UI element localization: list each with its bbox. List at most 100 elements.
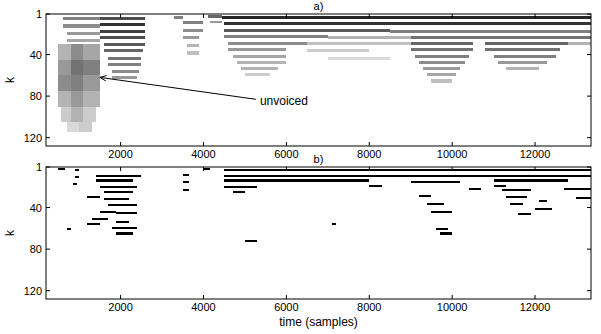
x-tick <box>120 167 121 171</box>
cell <box>75 169 79 171</box>
cell <box>568 42 591 45</box>
cell <box>112 227 137 229</box>
cell <box>58 168 64 170</box>
x-tick <box>286 142 287 146</box>
y-tick <box>46 167 50 168</box>
cell <box>108 57 141 60</box>
y-tick-label: 120 <box>24 285 42 297</box>
x-tick <box>535 142 536 146</box>
cell <box>96 175 142 177</box>
cell <box>307 42 411 45</box>
cell <box>67 39 100 42</box>
panel-title: b) <box>314 153 324 165</box>
x-tick-label: 8000 <box>357 148 381 160</box>
cell <box>245 73 270 76</box>
cell <box>431 211 452 213</box>
cell <box>469 188 481 190</box>
x-tick <box>535 295 536 299</box>
cell <box>224 175 591 177</box>
cell <box>183 29 204 32</box>
cell <box>485 42 568 45</box>
y-tick <box>587 167 591 168</box>
background <box>0 0 601 334</box>
cell <box>92 218 109 220</box>
x-tick-label: 6000 <box>274 148 298 160</box>
x-tick <box>120 295 121 299</box>
cell <box>210 21 222 23</box>
panel-title: a) <box>314 0 324 12</box>
x-tick <box>286 167 287 171</box>
cell <box>87 196 99 198</box>
cell <box>67 228 71 230</box>
cell <box>203 168 209 170</box>
cell <box>419 195 431 197</box>
cell <box>208 15 223 18</box>
cell <box>100 36 146 39</box>
x-tick <box>452 14 453 18</box>
x-tick <box>535 167 536 171</box>
cell <box>419 61 465 64</box>
cell <box>502 189 531 191</box>
cell <box>174 16 182 19</box>
y-tick <box>46 290 50 291</box>
cell <box>108 204 137 206</box>
x-tick-label: 4000 <box>191 148 215 160</box>
cell <box>71 75 83 91</box>
cell <box>411 48 473 51</box>
cell <box>518 213 530 215</box>
cell <box>83 91 100 107</box>
cell <box>183 181 189 183</box>
cell <box>332 223 336 225</box>
y-tick-label: 40 <box>30 49 42 61</box>
cell <box>224 179 369 181</box>
cell <box>411 181 461 183</box>
cell <box>108 63 141 66</box>
y-tick <box>587 14 591 15</box>
cell <box>183 174 189 176</box>
cell <box>411 42 473 45</box>
cell <box>58 75 70 91</box>
frame <box>46 14 591 146</box>
x-tick <box>286 295 287 299</box>
y-tick <box>46 96 50 97</box>
cell <box>233 55 287 58</box>
y-tick <box>587 96 591 97</box>
cell <box>576 197 591 199</box>
cell <box>71 107 83 123</box>
annotation-arrow <box>100 77 256 99</box>
cell <box>183 36 200 39</box>
cell <box>116 221 128 223</box>
x-tick <box>203 167 204 171</box>
cell <box>83 75 100 91</box>
cell <box>71 60 83 76</box>
plot-area <box>46 14 591 146</box>
cells <box>58 168 591 242</box>
cell <box>67 122 79 132</box>
cell <box>485 48 560 51</box>
cell <box>58 91 70 107</box>
x-tick-label: 2000 <box>108 148 132 160</box>
x-tick <box>535 14 536 18</box>
y-tick-label: 80 <box>30 90 42 102</box>
cell <box>494 179 548 181</box>
cell <box>510 203 522 205</box>
cell <box>228 48 286 51</box>
cell <box>112 76 137 79</box>
y-tick <box>46 14 50 15</box>
cell <box>547 179 568 181</box>
cell <box>100 30 146 33</box>
cell <box>75 176 79 178</box>
cell <box>61 107 71 123</box>
x-tick <box>203 14 204 18</box>
y-tick-label: 1 <box>36 8 42 20</box>
cell <box>58 60 70 76</box>
x-tick <box>452 142 453 146</box>
cell <box>67 32 100 35</box>
cell <box>415 55 469 58</box>
cell <box>427 73 456 76</box>
cell <box>112 70 139 73</box>
cell <box>224 29 390 32</box>
cell <box>83 44 100 60</box>
cell <box>494 185 506 187</box>
y-axis-title: k <box>3 76 17 83</box>
